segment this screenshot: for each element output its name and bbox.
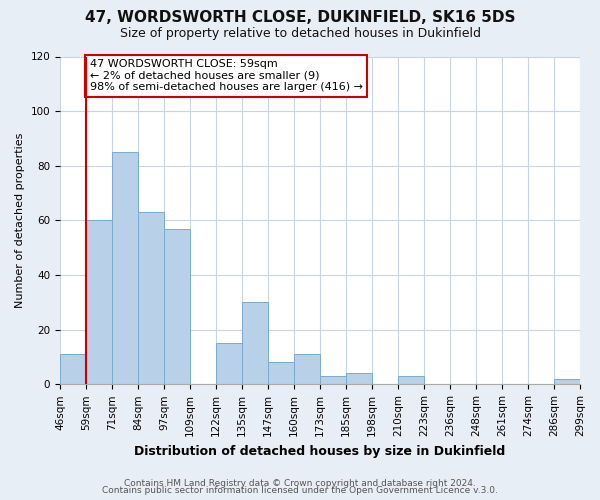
- Bar: [138, 212, 164, 384]
- Bar: [268, 362, 294, 384]
- Bar: [346, 374, 372, 384]
- Bar: [164, 228, 190, 384]
- Text: 47, WORDSWORTH CLOSE, DUKINFIELD, SK16 5DS: 47, WORDSWORTH CLOSE, DUKINFIELD, SK16 5…: [85, 10, 515, 25]
- Text: Contains public sector information licensed under the Open Government Licence v.: Contains public sector information licen…: [102, 486, 498, 495]
- Text: Contains HM Land Registry data © Crown copyright and database right 2024.: Contains HM Land Registry data © Crown c…: [124, 478, 476, 488]
- Bar: [242, 302, 268, 384]
- Y-axis label: Number of detached properties: Number of detached properties: [15, 132, 25, 308]
- Bar: [216, 344, 242, 384]
- Bar: [294, 354, 320, 384]
- Bar: [554, 379, 580, 384]
- Text: Size of property relative to detached houses in Dukinfield: Size of property relative to detached ho…: [119, 28, 481, 40]
- Bar: [320, 376, 346, 384]
- Bar: [398, 376, 424, 384]
- Text: 47 WORDSWORTH CLOSE: 59sqm
← 2% of detached houses are smaller (9)
98% of semi-d: 47 WORDSWORTH CLOSE: 59sqm ← 2% of detac…: [90, 59, 363, 92]
- Bar: [112, 152, 138, 384]
- X-axis label: Distribution of detached houses by size in Dukinfield: Distribution of detached houses by size …: [134, 444, 506, 458]
- Bar: [60, 354, 86, 384]
- Bar: [86, 220, 112, 384]
